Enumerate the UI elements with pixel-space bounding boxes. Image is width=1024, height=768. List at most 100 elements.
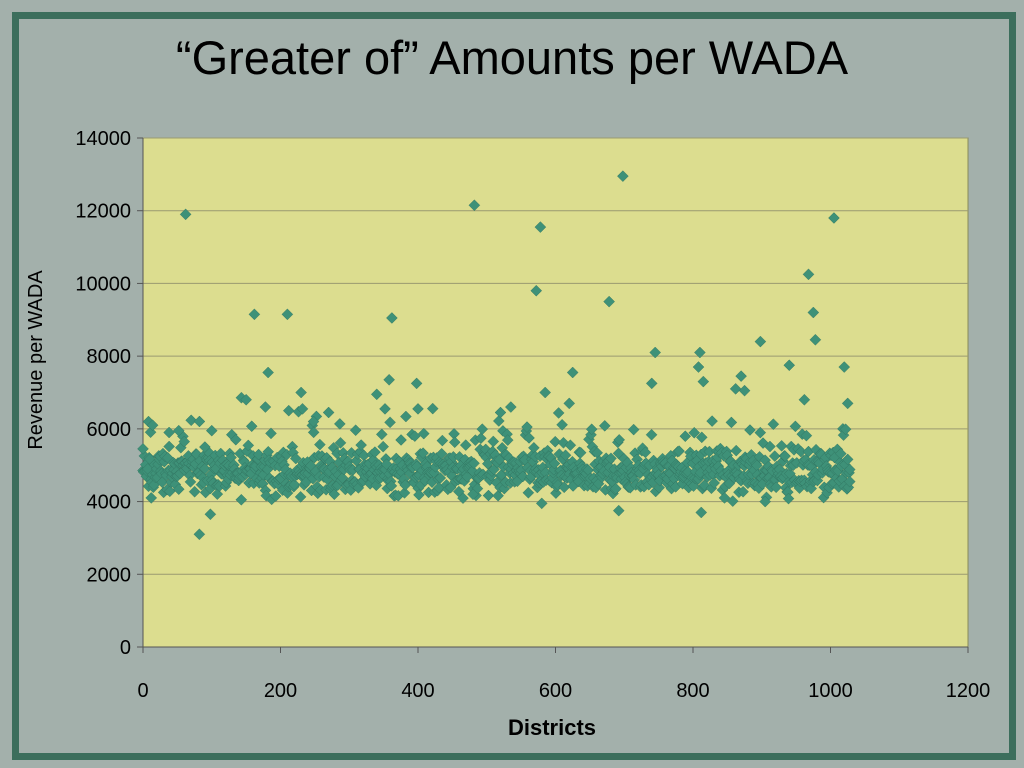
data-point xyxy=(549,435,561,448)
data-point xyxy=(376,428,388,441)
data-point xyxy=(726,495,739,507)
data-point xyxy=(435,447,448,460)
data-point xyxy=(434,472,447,484)
data-point xyxy=(645,428,658,441)
data-point xyxy=(729,383,742,395)
data-point xyxy=(738,384,751,397)
data-point xyxy=(322,406,335,419)
data-point xyxy=(843,463,856,476)
y-tick-label: 6000 xyxy=(87,419,132,441)
data-point xyxy=(798,393,811,406)
data-point xyxy=(539,386,551,399)
y-tick-label: 12000 xyxy=(75,201,131,223)
data-point xyxy=(398,487,411,499)
data-point xyxy=(146,419,159,432)
data-point xyxy=(523,432,535,444)
data-point xyxy=(688,426,701,439)
data-point xyxy=(695,506,708,519)
data-point xyxy=(653,481,665,494)
data-point xyxy=(605,452,617,465)
data-point xyxy=(550,487,562,499)
data-point xyxy=(617,170,629,182)
data-point xyxy=(828,212,840,224)
x-tick-label: 400 xyxy=(401,680,434,702)
y-tick-label: 8000 xyxy=(87,346,132,368)
data-point xyxy=(199,441,211,453)
data-point xyxy=(410,377,423,390)
data-point xyxy=(426,402,439,415)
data-point xyxy=(172,424,185,437)
data-point xyxy=(645,377,658,390)
data-point xyxy=(558,481,570,494)
data-point xyxy=(789,420,802,433)
data-point xyxy=(369,446,381,458)
data-point xyxy=(754,335,767,348)
data-point xyxy=(612,504,625,517)
y-tick-label: 4000 xyxy=(87,492,132,514)
data-point xyxy=(413,489,425,501)
data-point xyxy=(843,475,856,488)
data-point xyxy=(730,444,742,457)
data-point xyxy=(782,492,795,505)
data-point xyxy=(775,440,788,452)
data-point xyxy=(521,421,533,433)
data-point xyxy=(163,426,175,439)
data-point xyxy=(564,439,577,451)
data-point xyxy=(505,401,517,413)
data-point xyxy=(697,375,710,388)
data-point xyxy=(673,445,685,457)
data-point xyxy=(395,434,407,446)
data-point xyxy=(809,333,822,346)
data-point xyxy=(294,491,307,503)
data-point xyxy=(737,485,749,498)
data-point xyxy=(487,435,500,448)
data-point xyxy=(482,489,495,502)
y-tick-label: 2000 xyxy=(87,564,132,586)
data-point xyxy=(706,415,718,427)
data-point xyxy=(559,449,572,462)
y-axis-title: Revenue per WADA xyxy=(25,270,47,450)
data-point xyxy=(336,472,349,484)
data-point xyxy=(639,446,652,459)
data-point xyxy=(270,490,282,502)
data-point xyxy=(400,410,412,423)
data-point xyxy=(835,447,847,460)
data-point xyxy=(377,440,389,453)
data-point xyxy=(768,450,781,462)
data-point xyxy=(468,457,480,470)
data-point xyxy=(205,424,218,437)
data-point xyxy=(412,403,424,415)
data-point xyxy=(409,430,421,442)
data-point xyxy=(185,414,197,427)
data-point xyxy=(535,497,548,510)
data-point xyxy=(534,221,547,233)
data-point xyxy=(494,406,507,419)
data-point xyxy=(265,427,277,440)
data-point xyxy=(178,435,191,448)
data-point xyxy=(696,431,708,444)
data-point xyxy=(476,423,489,435)
x-tick-label: 0 xyxy=(137,680,148,702)
data-point xyxy=(386,312,398,324)
data-point xyxy=(468,199,481,212)
page-title: “Greater of” Amounts per WADA xyxy=(175,31,849,84)
data-point xyxy=(163,440,175,453)
data-point xyxy=(211,488,224,500)
data-point xyxy=(563,397,576,410)
plot-area xyxy=(142,137,969,648)
data-point xyxy=(252,448,265,461)
data-point xyxy=(457,492,469,504)
data-points xyxy=(137,170,856,541)
data-point xyxy=(492,489,504,502)
data-point xyxy=(307,415,320,428)
data-point xyxy=(328,488,341,501)
data-point xyxy=(548,457,561,470)
data-point xyxy=(199,462,211,475)
data-point xyxy=(240,393,252,406)
data-point xyxy=(839,423,852,436)
y-tick-label: 14000 xyxy=(75,128,131,150)
data-point xyxy=(259,401,272,413)
data-point xyxy=(355,439,367,451)
data-point xyxy=(379,403,391,415)
data-point xyxy=(137,443,149,455)
